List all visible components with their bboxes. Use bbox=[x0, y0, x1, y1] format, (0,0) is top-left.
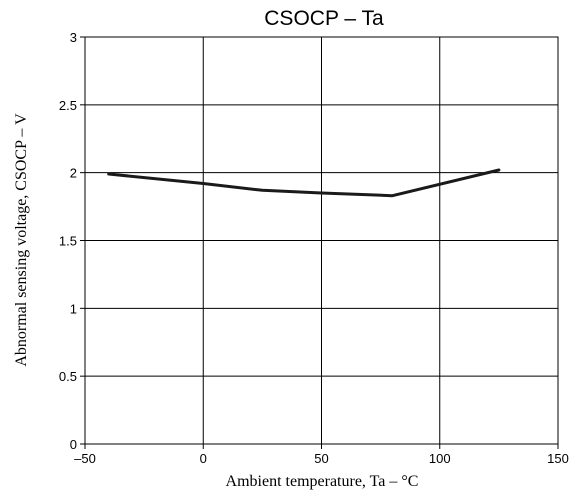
y-tick-label: 1 bbox=[70, 301, 77, 316]
x-axis: –50 0 50 100 150 bbox=[74, 444, 569, 466]
y-axis-title: Abnormal sensing voltage, CSOCP – V bbox=[13, 113, 30, 367]
chart-title: CSOCP – Ta bbox=[264, 7, 384, 30]
x-tick-label: 150 bbox=[547, 451, 569, 466]
x-tick-label: 100 bbox=[429, 451, 451, 466]
x-tick-label: 50 bbox=[314, 451, 328, 466]
y-tick-label: 2 bbox=[70, 166, 77, 181]
y-axis: 0 0.5 1 1.5 2 2.5 3 bbox=[59, 30, 85, 452]
y-tick-label: 1.5 bbox=[59, 234, 77, 249]
series-line bbox=[107, 168, 501, 198]
y-tick-label: 0 bbox=[70, 437, 77, 452]
y-tick-label: 0.5 bbox=[59, 369, 77, 384]
grid bbox=[84, 36, 559, 445]
x-tick-label: –50 bbox=[74, 451, 96, 466]
y-tick-label: 2.5 bbox=[59, 98, 77, 113]
x-tick-label: 0 bbox=[200, 451, 207, 466]
y-tick-label: 3 bbox=[70, 30, 77, 45]
x-axis-title: Ambient temperature, Ta – °C bbox=[226, 473, 419, 490]
